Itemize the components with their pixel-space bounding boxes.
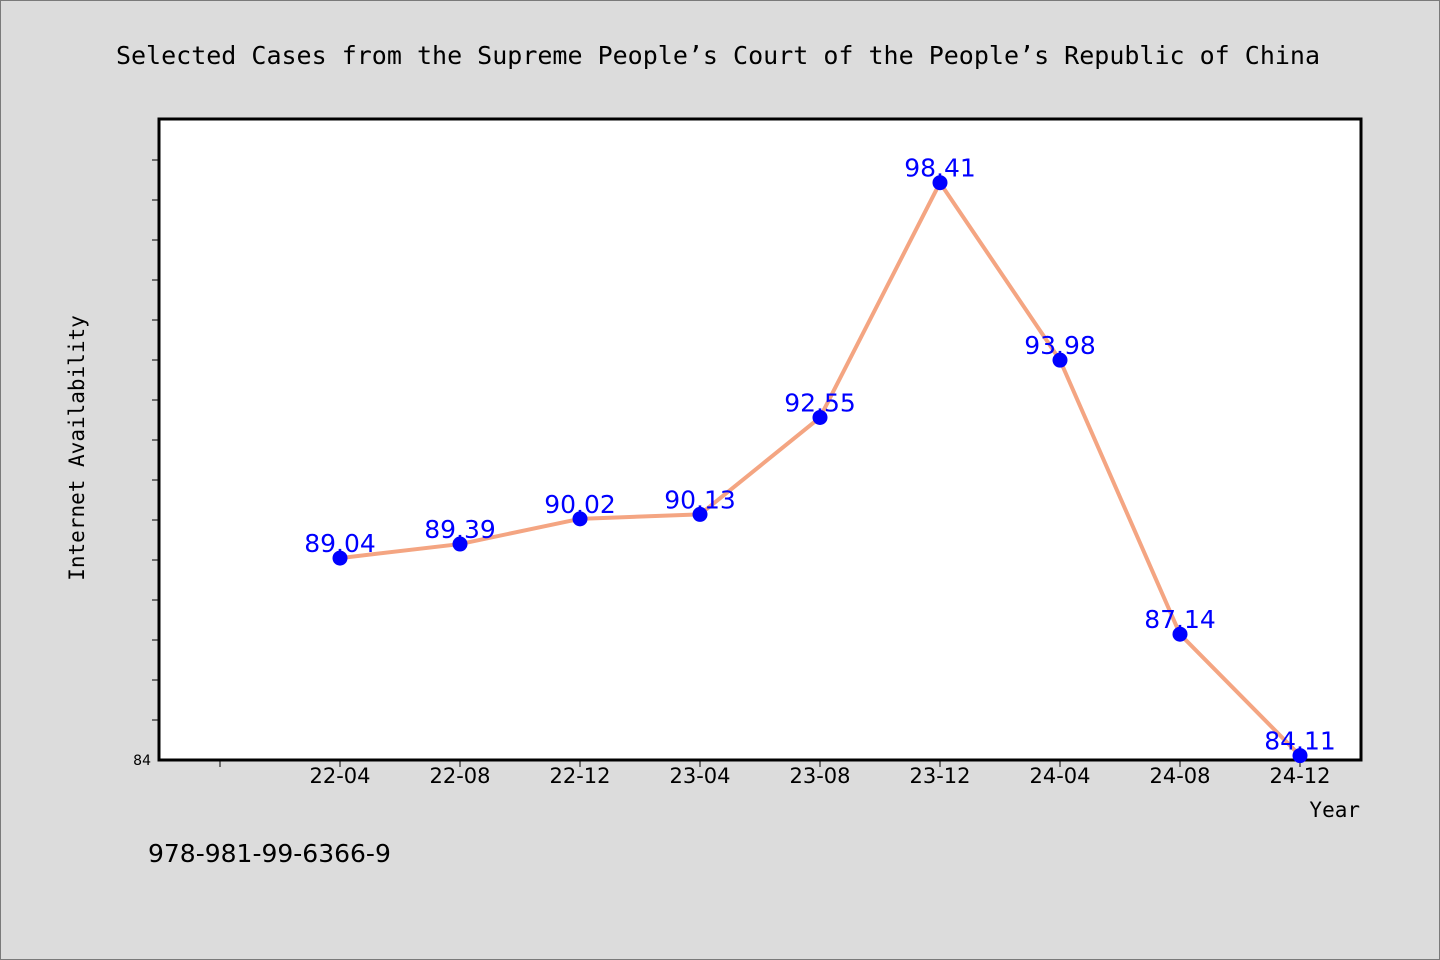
y-axis-label: Internet Availability xyxy=(65,315,89,581)
x-tick-label: 23-12 xyxy=(909,764,970,788)
data-point xyxy=(1292,748,1308,764)
data-point xyxy=(1052,352,1068,368)
y-axis-ticks xyxy=(152,159,159,721)
data-label: 87.14 xyxy=(1144,605,1216,634)
chart-title: Selected Cases from the Supreme People’s… xyxy=(116,41,1320,70)
x-axis-label: Year xyxy=(1309,798,1360,822)
data-point xyxy=(572,511,588,527)
x-tick-label: 24-08 xyxy=(1149,764,1210,788)
y-axis-tick-labels: 84 xyxy=(133,753,151,769)
data-point xyxy=(332,550,348,566)
data-label: 98.41 xyxy=(904,154,976,183)
footer-isbn: 978-981-99-6366-9 xyxy=(148,839,391,868)
x-tick-label: 22-04 xyxy=(309,764,370,788)
data-label: 90.02 xyxy=(544,490,616,519)
data-point xyxy=(692,506,708,522)
data-label: 92.55 xyxy=(784,388,856,417)
data-point xyxy=(1172,626,1188,642)
x-tick-label: 23-08 xyxy=(789,764,850,788)
x-tick-label: 22-12 xyxy=(549,764,610,788)
data-point xyxy=(452,536,468,552)
data-point xyxy=(932,175,948,191)
x-tick-label: 24-04 xyxy=(1029,764,1090,788)
x-axis-tick-labels: 22-04 22-08 22-12 23-04 23-08 23-12 24-04 24-08… xyxy=(309,764,1330,788)
x-tick-label: 23-04 xyxy=(669,764,730,788)
x-tick-label: 24-12 xyxy=(1269,764,1330,788)
data-label: 89.39 xyxy=(424,515,496,544)
data-labels: 89.04 89.39 90.02 90.13 92.55 98.41 93.98 87.14… xyxy=(304,154,1336,756)
plot-area xyxy=(157,117,1363,762)
data-label: 90.13 xyxy=(664,485,736,514)
data-markers xyxy=(332,175,1308,764)
data-label: 89.04 xyxy=(304,529,376,558)
data-point xyxy=(812,409,828,425)
x-axis-ticks xyxy=(219,760,1301,767)
x-tick-label: 22-08 xyxy=(429,764,490,788)
y-tick-label: 84 xyxy=(133,753,151,769)
data-label: 84.11 xyxy=(1264,727,1336,756)
data-label: 93.98 xyxy=(1024,331,1096,360)
